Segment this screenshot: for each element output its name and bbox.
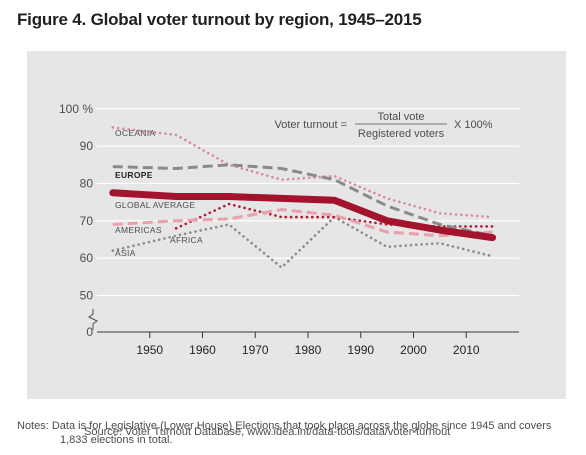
y-tick-label: 60: [80, 251, 94, 265]
chart-panel: 0 50 60 70 80 90 100 % 1950 1960 1970 1980 1990 2000…: [27, 51, 566, 438]
y-tick-label: 90: [80, 139, 94, 153]
formula-numerator: Total vote: [377, 111, 424, 123]
axis-break-symbol: [88, 309, 98, 330]
y-tick-label: 70: [80, 214, 94, 228]
formula-multiplier: X 100%: [454, 119, 493, 131]
y-tick-label: 50: [80, 289, 94, 303]
series-lines: [109, 126, 497, 269]
x-tick-label: 1970: [242, 343, 269, 357]
series-line-americas: [112, 208, 493, 238]
series-label-europe: EUROPE: [115, 170, 153, 180]
notes: Notes: Data is for Legislative (Lower Ho…: [17, 419, 577, 447]
x-tick-label: 1950: [136, 343, 163, 357]
y-tick-label: 100 %: [59, 102, 93, 116]
series-line-europe: [112, 163, 493, 238]
formula-lhs: Voter turnout =: [275, 119, 347, 131]
x-tick-label: 1960: [189, 343, 216, 357]
notes-line-1: Notes: Data is for Legislative (Lower Ho…: [17, 420, 552, 432]
series-line-asia: [111, 215, 494, 269]
series-label-americas: AMERICAS: [115, 225, 162, 235]
y-tick-label: 0: [86, 325, 93, 339]
series-line-global-average: [109, 189, 497, 242]
series-label-oceania: OCEANIA: [115, 128, 155, 138]
series-label-africa: AFRICA: [170, 235, 203, 245]
line-chart: 0 50 60 70 80 90 100 % 1950 1960 1970 1980 1990 2000…: [59, 102, 519, 357]
series-label-global-average: GLOBAL AVERAGE: [115, 200, 195, 210]
formula-denominator: Registered voters: [358, 128, 445, 140]
notes-line-2: 1,833 elections in total.: [60, 434, 173, 446]
x-tick-label: 1980: [295, 343, 322, 357]
x-tick-label: 2010: [453, 343, 480, 357]
formula-annotation: Voter turnout = Total vote Registered vo…: [275, 111, 493, 140]
axes: 0 50 60 70 80 90 100 % 1950 1960 1970 1980 1990 2000…: [59, 102, 519, 357]
y-tick-label: 80: [80, 176, 94, 190]
x-tick-label: 1990: [347, 343, 374, 357]
x-tick-label: 2000: [400, 343, 427, 357]
source-note: Source: Voter Turnout Database, www.idea…: [84, 426, 451, 438]
figure-title: Figure 4. Global voter turnout by region…: [17, 10, 422, 29]
series-line-oceania: [111, 126, 494, 219]
series-label-asia: ASIA: [115, 248, 136, 258]
series-line-africa: [174, 202, 494, 230]
